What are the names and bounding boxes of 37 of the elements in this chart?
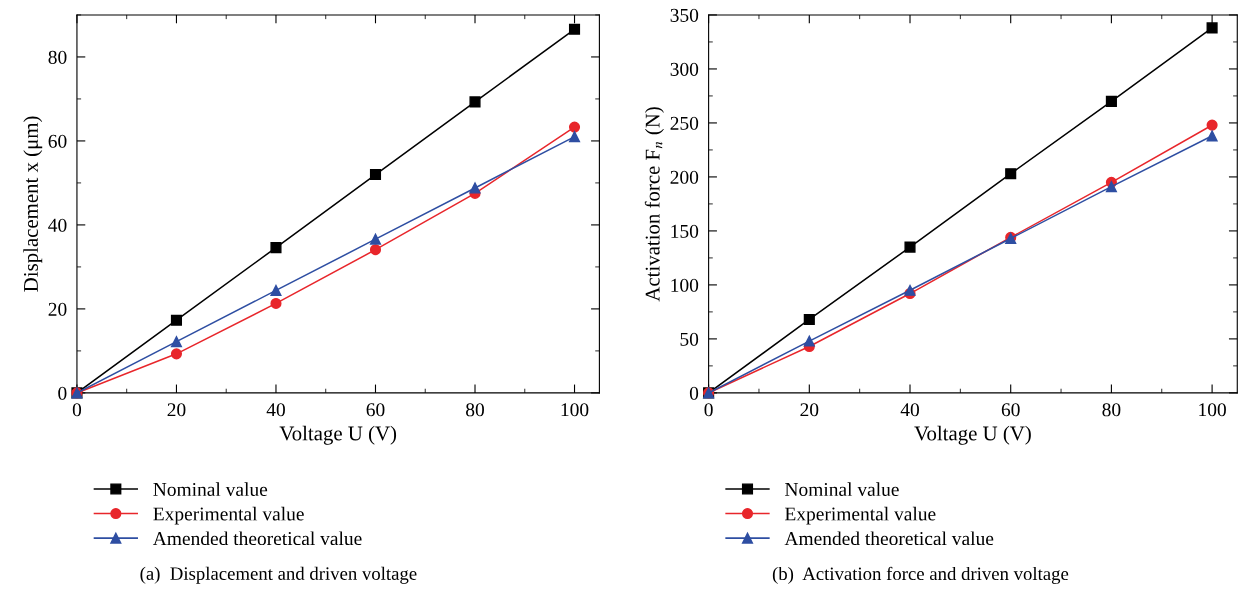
x-tick-label: 40 [266,403,285,417]
x-tick-label: 40 [900,403,919,417]
legend-label: Nominal value [785,482,899,496]
x-tick-label: 80 [466,403,484,417]
y-tick-label: 40 [48,218,67,232]
legend-label: Experimental value [785,506,936,525]
legend-label: Amended theoretical value [152,531,362,546]
x-axis-title: Voltage U (V) [279,425,397,445]
y-tick-label: 60 [48,134,67,148]
y-tick-label: 200 [670,170,699,184]
text: (b) Activation force and driven voltage [772,566,1069,584]
legend-label: Nominal value [153,482,268,496]
y-tick-label: 20 [48,302,67,316]
x-tick-label: 0 [72,403,82,417]
x-tick-label: 20 [167,403,186,417]
y-tick-label: 300 [670,62,699,76]
x-tick-label: 0 [704,403,713,417]
y-tick-label: 0 [689,386,699,400]
x-axis-title: Voltage U (V) [914,425,1031,445]
y-tick-label: 0 [58,386,67,400]
x-tick-label: 60 [1001,403,1020,417]
legend-label: Experimental value [153,506,304,525]
y-tick-label: 80 [48,50,67,64]
y-tick-label: 150 [671,224,699,238]
text: (a) Displacement and driven voltage [140,566,417,584]
y-axis-title: Activation force F$_{n}$ (N) [644,107,664,302]
x-tick-label: 80 [1102,403,1121,417]
x-tick-label: 100 [561,403,589,417]
legend-label: Amended theoretical value [784,531,994,546]
x-tick-label: 100 [1199,403,1226,417]
x-tick-label: 60 [366,403,385,417]
y-tick-label: 50 [680,332,699,346]
y-tick-label: 100 [671,278,699,292]
y-tick-label: 250 [670,116,699,130]
y-tick-label: 350 [670,8,699,22]
x-tick-label: 20 [800,403,819,417]
y-axis-title: Displacement x (μm) [23,116,43,292]
